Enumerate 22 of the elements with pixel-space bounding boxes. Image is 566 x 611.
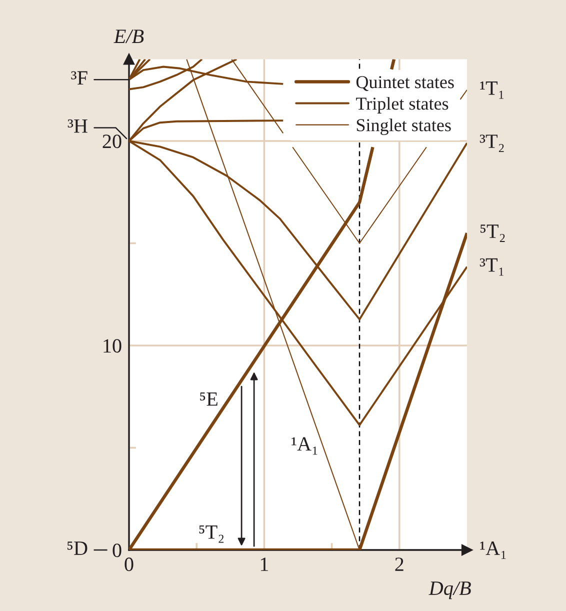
legend-label: Quintet states [356, 76, 454, 91]
y-tick-label: 0 [112, 544, 122, 558]
text: ³T₂ [480, 134, 504, 152]
y-tick-label: 20 [102, 134, 122, 148]
annotation: ⁵E [200, 392, 218, 406]
legend-label: Triplet states [356, 97, 448, 114]
text: ³T₁ [480, 258, 504, 276]
x-tick-label: 0 [124, 558, 134, 572]
text: ⁵T₂ [480, 224, 505, 242]
text: ¹T₁ [480, 81, 504, 99]
text: ³F [71, 71, 88, 84]
y-axis-title: E/B [114, 30, 144, 44]
text: ³H [68, 119, 88, 133]
legend-label: Singlet states [356, 118, 451, 136]
y-tick-label: 10 [104, 339, 122, 353]
x-tick-label: 1 [260, 558, 268, 571]
x-tick-label: 2 [395, 558, 404, 571]
text: ⁵D [67, 542, 88, 555]
text: ¹A₁ [480, 542, 506, 559]
annotation: ¹A₁ [292, 437, 318, 455]
annotation: ⁵T₂ [199, 525, 224, 543]
x-axis-title: Dq/B [428, 582, 471, 600]
